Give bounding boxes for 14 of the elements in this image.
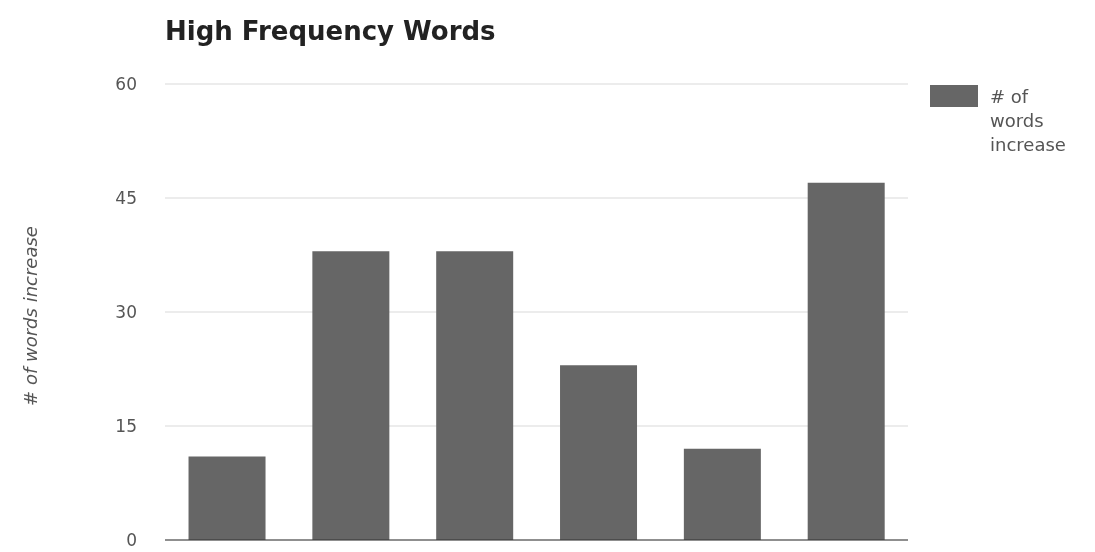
bar [807, 182, 885, 540]
y-tick-label: 45 [115, 188, 137, 209]
y-tick-label: 60 [115, 74, 137, 95]
bar [683, 448, 761, 540]
y-tick-label: 15 [115, 416, 137, 437]
legend-label: # of words increase [990, 85, 1067, 157]
y-tick-label: 0 [126, 530, 137, 551]
bar [560, 365, 638, 540]
bar [188, 456, 266, 540]
y-tick-label: 30 [115, 302, 137, 323]
chart-title: High Frequency Words [165, 16, 496, 46]
y-axis-title: # of words increase [19, 226, 41, 406]
bar [436, 251, 514, 540]
bar [312, 251, 390, 540]
